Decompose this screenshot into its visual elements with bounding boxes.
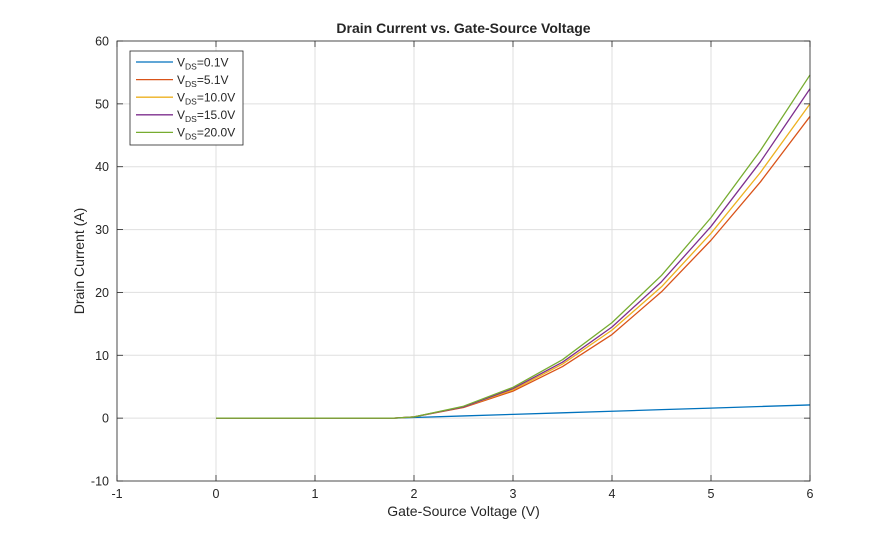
x-tick-label: 3	[510, 487, 517, 501]
x-tick-label: -1	[111, 487, 122, 501]
x-tick-label: 5	[708, 487, 715, 501]
y-tick-label: 0	[102, 412, 109, 426]
x-tick-label: 6	[807, 487, 814, 501]
series-lines	[216, 74, 811, 419]
x-tick-label: 1	[312, 487, 319, 501]
axes-box	[116, 40, 811, 482]
x-tick-label: 4	[609, 487, 616, 501]
y-tick-label: 60	[95, 35, 109, 49]
legend-label: VDS=5.1V	[177, 73, 229, 89]
x-tick-label: 2	[411, 487, 418, 501]
legend-box	[129, 50, 244, 146]
x-axis-title: Gate-Source Voltage (V)	[387, 503, 540, 519]
y-axis-title: Drain Current (A)	[71, 208, 87, 315]
y-tick-label: 40	[95, 160, 109, 174]
y-tick-label: 20	[95, 286, 109, 300]
chart-title: Drain Current vs. Gate-Source Voltage	[336, 20, 590, 36]
y-tick-label: 50	[95, 97, 109, 111]
y-tick-label: -10	[91, 475, 109, 489]
legend-label: VDS=10.0V	[177, 91, 235, 107]
series-line	[216, 74, 811, 419]
x-tick-label: 0	[213, 487, 220, 501]
y-tick-label: 30	[95, 223, 109, 237]
y-tick-label: 10	[95, 349, 109, 363]
legend-label: VDS=20.0V	[177, 126, 235, 142]
legend-label: VDS=15.0V	[177, 108, 235, 124]
legend-label: VDS=0.1V	[177, 55, 229, 71]
